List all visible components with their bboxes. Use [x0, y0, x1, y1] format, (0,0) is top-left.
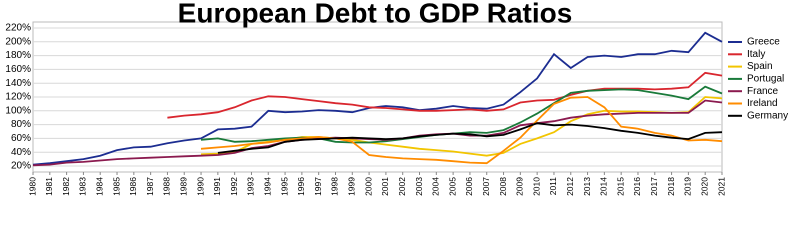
- x-tick-label: 2000: [363, 177, 373, 196]
- y-tick-label: 140%: [5, 78, 31, 89]
- x-tick-label: 1980: [27, 177, 37, 196]
- x-tick-label: 1986: [128, 177, 138, 196]
- x-tick-label: 1981: [44, 177, 54, 196]
- line-series: [217, 122, 723, 154]
- x-tick-label: 1991: [212, 177, 222, 196]
- x-tick-label: 1992: [229, 177, 239, 196]
- y-tick-label: 200%: [5, 36, 31, 47]
- line-series: [200, 96, 723, 157]
- y-tick-label: 120%: [5, 92, 31, 103]
- legend-label: Greece: [747, 37, 780, 48]
- x-tick-label: 2015: [615, 177, 625, 196]
- x-tick-label: 2011: [548, 177, 558, 196]
- x-tick-label: 2013: [582, 177, 592, 196]
- x-tick-label: 2021: [716, 177, 726, 196]
- x-tick-label: 2009: [515, 177, 525, 196]
- y-tick-label: 220%: [5, 23, 31, 34]
- x-tick-label: 2002: [397, 177, 407, 196]
- x-tick-label: 2003: [414, 177, 424, 196]
- x-tick-label: 2010: [531, 177, 541, 196]
- legend-label: Germany: [747, 110, 788, 121]
- x-tick-label: 1995: [279, 177, 289, 196]
- y-tick-label: 180%: [5, 50, 31, 61]
- x-tick-label: 2008: [498, 177, 508, 196]
- x-tick-label: 1993: [246, 177, 256, 196]
- x-tick-label: 2001: [380, 177, 390, 196]
- x-tick-label: 2019: [683, 177, 693, 196]
- y-tick-label: 40%: [11, 147, 31, 158]
- x-tick-label: 1998: [330, 177, 340, 196]
- x-tick-label: 1996: [296, 177, 306, 196]
- y-tick-label: 60%: [11, 133, 31, 144]
- legend-label: Italy: [747, 49, 765, 60]
- y-tick-label: 80%: [11, 119, 31, 130]
- line-series: [167, 71, 723, 119]
- x-tick-label: 2005: [447, 177, 457, 196]
- x-tick-label: 1990: [195, 177, 205, 196]
- legend-label: France: [747, 86, 779, 97]
- x-tick-label: 1999: [347, 177, 357, 196]
- x-tick-label: 2004: [431, 177, 441, 196]
- y-tick-label: 100%: [5, 105, 31, 116]
- x-tick-label: 1984: [94, 177, 104, 196]
- x-tick-label: 2006: [464, 177, 474, 196]
- x-tick-label: 2018: [666, 177, 676, 196]
- chart: European Debt to GDP Ratios 20% 40% 60% 80%…: [5, 0, 788, 196]
- x-tick-label: 1994: [263, 177, 273, 196]
- x-tick-label: 2020: [699, 177, 709, 196]
- line-series: [32, 31, 723, 166]
- x-tick-label: 1985: [111, 177, 121, 196]
- legend-label: Portugal: [747, 74, 784, 85]
- x-tick-label: 2014: [599, 177, 609, 196]
- line-series: [200, 96, 723, 165]
- x-tick-label: 1989: [178, 177, 188, 196]
- x-tick-label: 2007: [481, 177, 491, 196]
- x-tick-label: 2012: [565, 177, 575, 196]
- x-tick-label: 1982: [61, 177, 71, 196]
- x-tick-label: 1988: [162, 177, 172, 196]
- x-tick-label: 1997: [313, 177, 323, 196]
- chart-title: European Debt to GDP Ratios: [178, 0, 573, 28]
- legend-label: Ireland: [747, 98, 778, 109]
- x-tick-label: 1983: [78, 177, 88, 196]
- y-tick-label: 20%: [11, 161, 31, 172]
- x-tick-label: 2017: [649, 177, 659, 196]
- x-tick-label: 1987: [145, 177, 155, 196]
- line-series: [200, 85, 723, 144]
- y-tick-label: 160%: [5, 64, 31, 75]
- x-tick-label: 2016: [632, 177, 642, 196]
- legend-label: Spain: [747, 61, 773, 72]
